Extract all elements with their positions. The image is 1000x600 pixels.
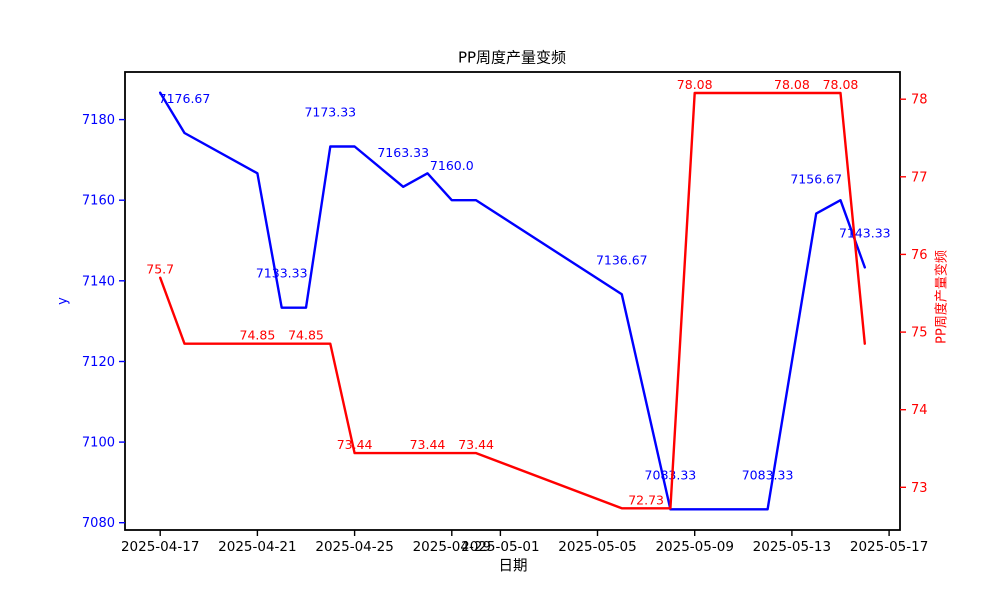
left-y-axis-label: y [55,297,71,305]
x-tick-label: 2025-04-17 [121,539,199,555]
production-line-point-label: 7083.33 [742,467,794,482]
left-tick-label: 7120 [82,355,115,370]
rate-line [158,91,866,510]
right-tick-label: 73 [911,481,928,496]
x-tick-label: 2025-05-09 [655,539,733,555]
production-line-point-label: 7143.33 [839,225,891,240]
chart-title: PP周度产量变频 [457,48,567,67]
x-tick-label: 2025-04-29 [413,539,491,555]
left-tick-label: 7080 [82,516,115,531]
rate-line-point-label: 73.44 [410,437,446,452]
production-line-point-label: 7173.33 [304,105,356,120]
production-line-point-label: 7133.33 [256,266,308,281]
left-tick-label: 7160 [82,194,115,209]
production-line-point-label: 7136.67 [596,252,648,267]
x-tick-label: 2025-05-17 [850,539,928,555]
rate-line-point-label: 74.85 [288,328,324,343]
x-tick-label: 2025-04-21 [218,539,296,555]
right-tick-label: 78 [911,93,928,108]
rate-line-point-label: 75.7 [146,262,174,277]
production-line [158,91,866,511]
right-tick-label: 77 [911,170,928,185]
left-tick-label: 7180 [82,113,115,128]
rate-line-point-label: 78.08 [677,77,713,92]
right-tick-label: 74 [911,403,928,418]
rate-line-point-label: 72.73 [628,492,664,507]
right-tick-label: 76 [911,248,928,263]
production-line-point-label: 7156.67 [790,172,842,187]
rate-line-point-label: 78.08 [823,77,859,92]
rate-line-point-label: 73.44 [458,437,494,452]
rate-line-point-label: 78.08 [774,77,810,92]
production-line-point-label: 7160.0 [430,158,474,173]
x-tick-label: 2025-05-13 [753,539,831,555]
left-tick-label: 7100 [82,436,115,451]
plot-border [124,71,901,531]
rate-line-point-label: 73.44 [337,437,373,452]
production-line-point-label: 7083.33 [645,467,697,482]
production-line-point-label: 7176.67 [159,91,211,106]
right-y-axis-label: PP周度产量变频 [934,250,950,344]
x-tick-label: 2025-04-25 [315,539,393,555]
rate-line-point-label: 74.85 [240,328,276,343]
right-tick-label: 75 [911,326,928,341]
left-tick-label: 7140 [82,274,115,289]
x-axis-label: 日期 [498,558,528,575]
x-tick-label: 2025-05-05 [558,539,636,555]
production-line-point-label: 7163.33 [377,145,429,160]
x-tick-label: 2025-05-01 [461,539,539,555]
